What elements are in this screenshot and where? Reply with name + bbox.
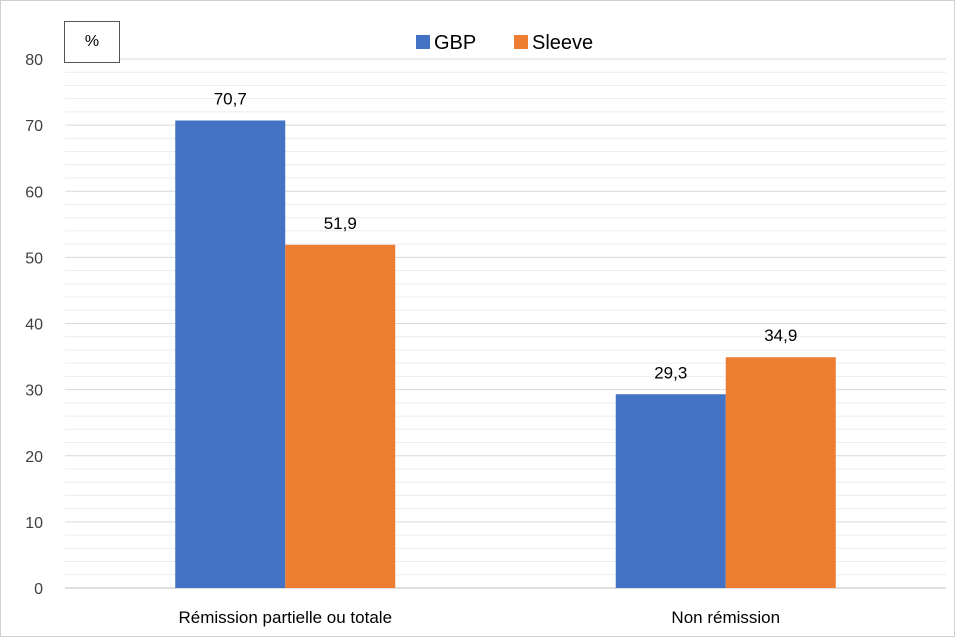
bar-gbp-1 [615, 394, 726, 588]
bar-sleeve-0 [285, 244, 396, 588]
legend-label-gbp: GBP [434, 32, 476, 54]
unit-label: % [84, 33, 100, 50]
legend-swatch-sleeve [514, 35, 528, 49]
y-tick-label: 20 [25, 449, 43, 466]
data-label: 51,9 [324, 214, 357, 233]
y-tick-label: 60 [25, 184, 43, 201]
y-tick-label: 30 [25, 383, 43, 400]
y-tick-label: 80 [25, 52, 43, 69]
unit-label-box: % [64, 21, 120, 63]
y-tick-label: 70 [25, 118, 43, 135]
data-label: 70,7 [214, 89, 247, 108]
bar-sleeve-1 [725, 357, 836, 588]
y-tick-label: 10 [25, 515, 43, 532]
y-tick-label: 0 [34, 581, 43, 598]
data-label: 29,3 [654, 363, 687, 382]
bar-gbp-0 [175, 120, 286, 588]
category-label: Non rémission [671, 608, 780, 627]
legend-swatch-gbp [416, 35, 430, 49]
category-label: Rémission partielle ou totale [178, 608, 392, 627]
legend-label-sleeve: Sleeve [532, 32, 593, 54]
y-tick-label: 50 [25, 250, 43, 267]
y-tick-label: 40 [25, 317, 43, 334]
data-label: 34,9 [764, 326, 797, 345]
